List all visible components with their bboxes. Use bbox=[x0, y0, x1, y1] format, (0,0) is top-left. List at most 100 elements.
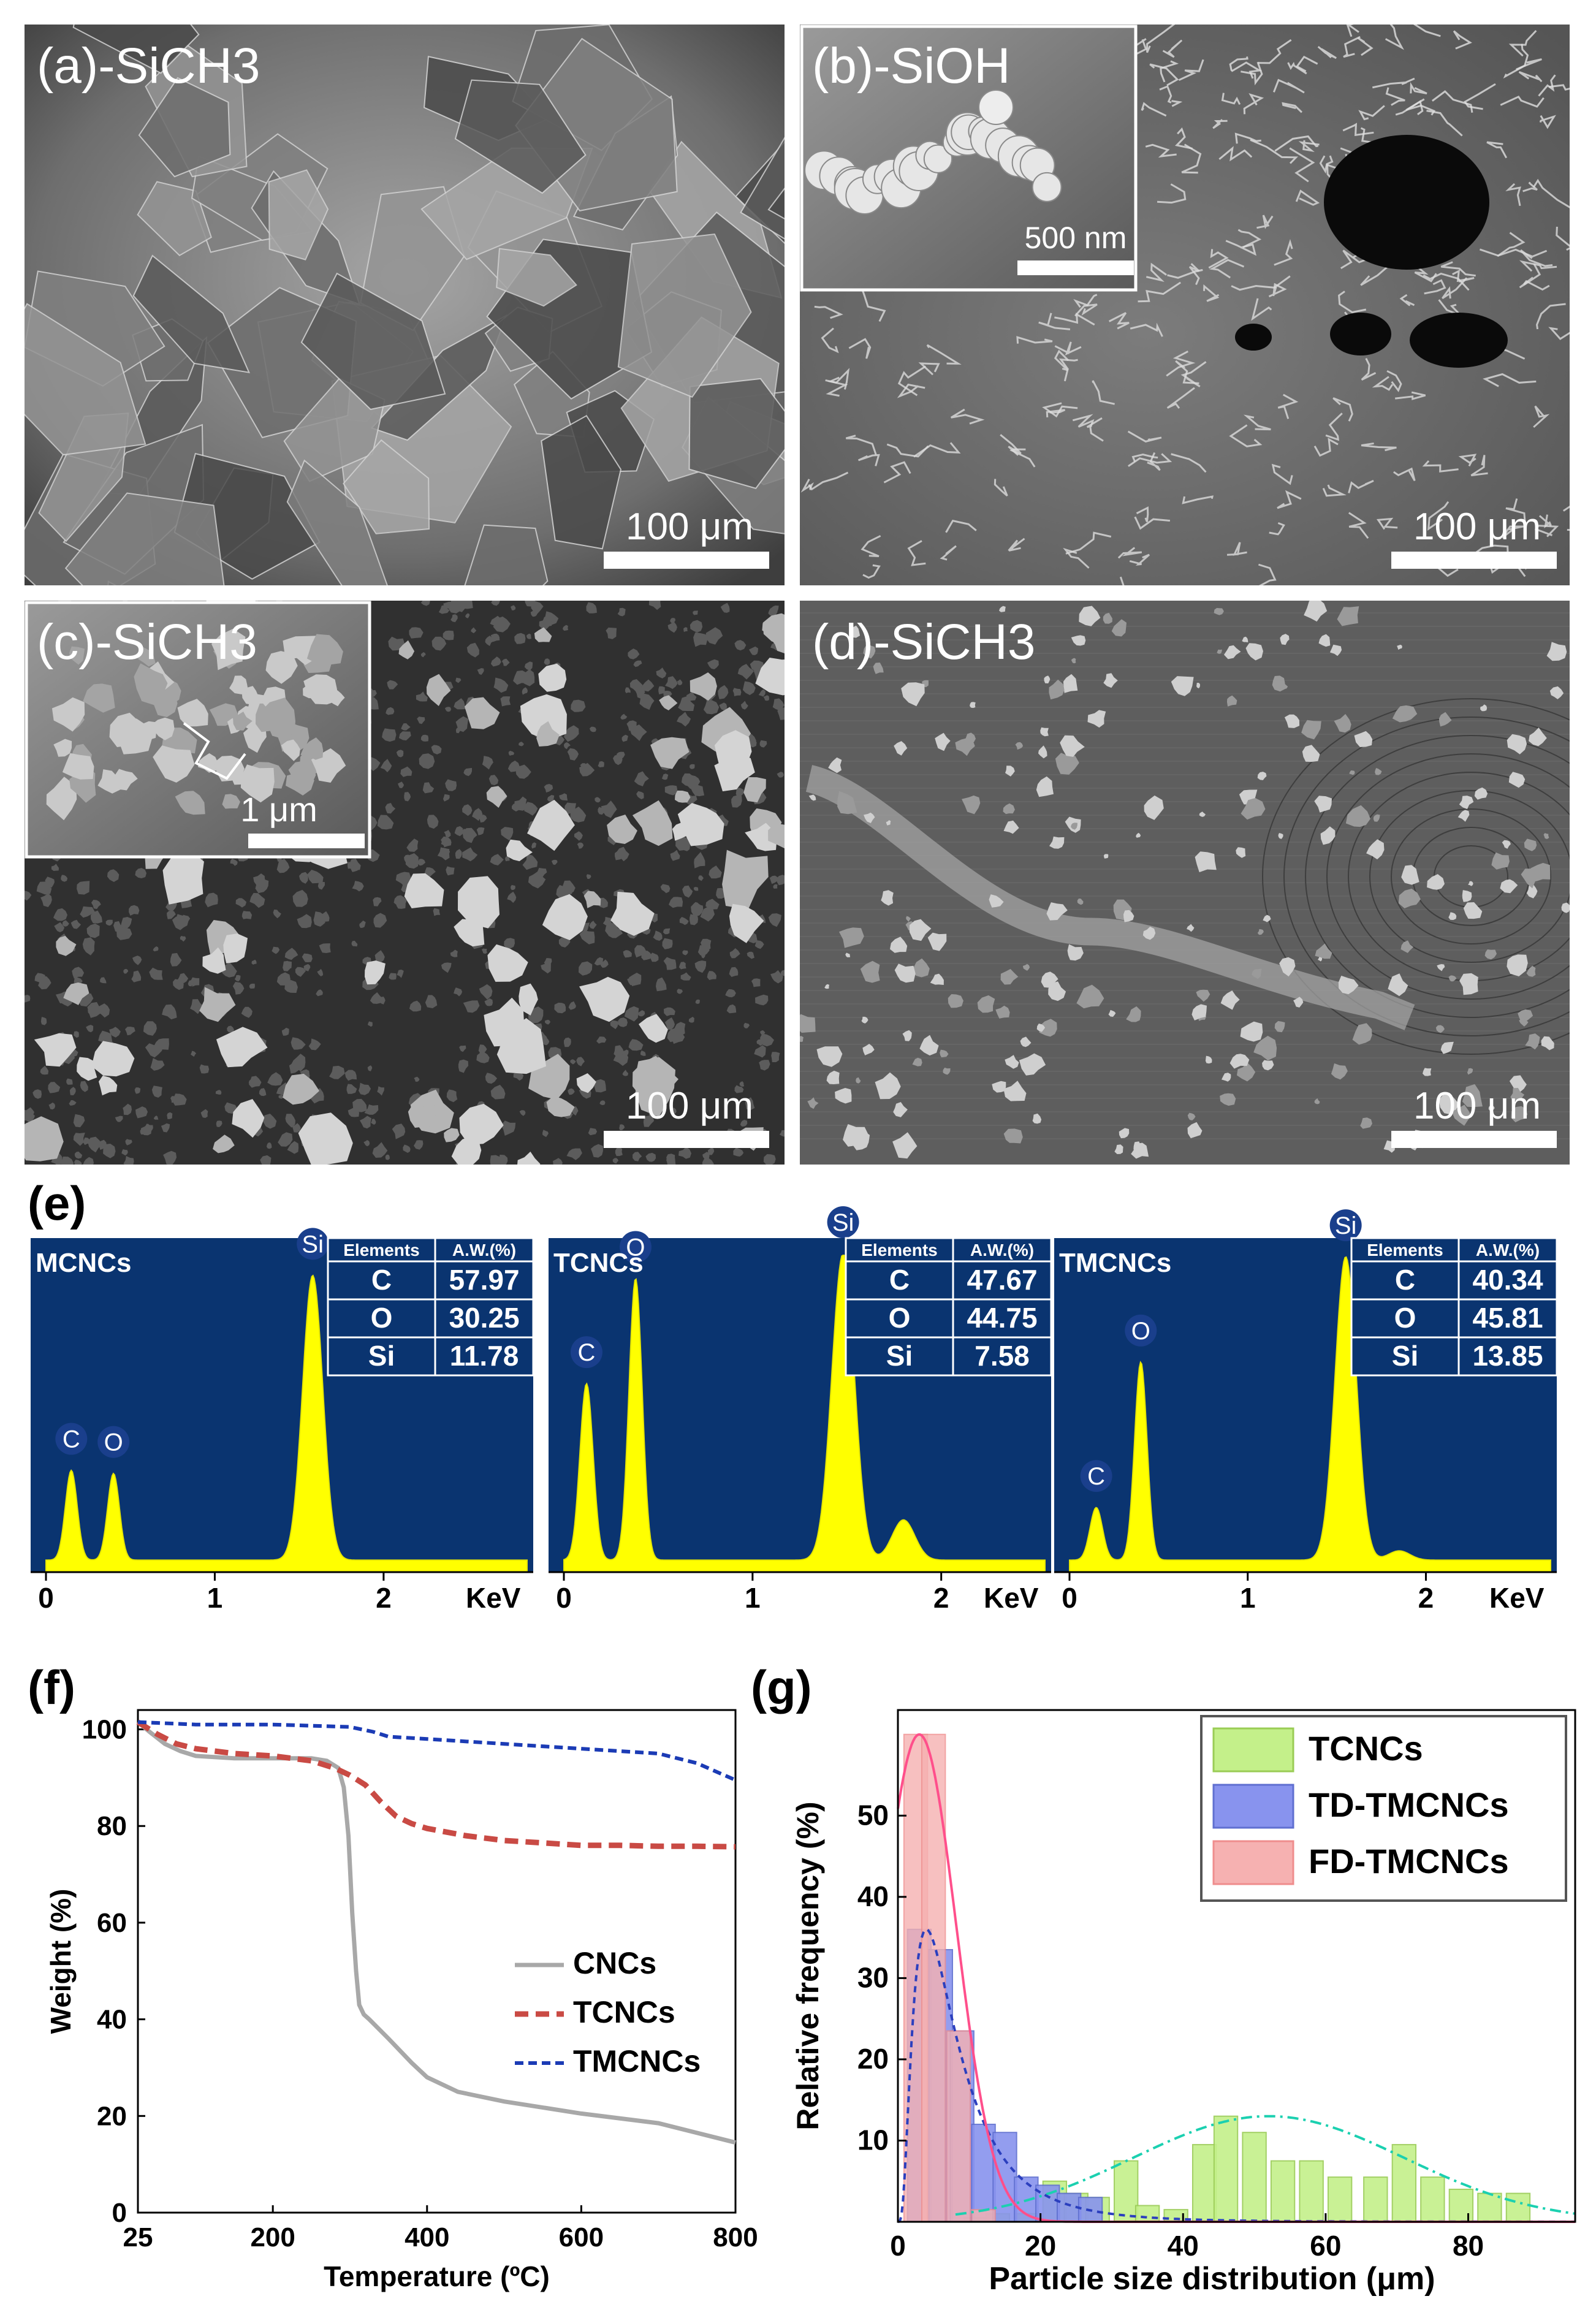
particle bbox=[249, 892, 265, 908]
particle bbox=[303, 963, 311, 971]
sheet-flake bbox=[541, 414, 622, 550]
particle bbox=[276, 859, 290, 873]
particle bbox=[385, 803, 396, 814]
crack-ring bbox=[1283, 716, 1570, 1036]
table-cell: C bbox=[889, 1264, 910, 1296]
particle bbox=[564, 802, 577, 815]
particle bbox=[1205, 1055, 1212, 1064]
particle bbox=[427, 815, 439, 829]
fiber-network bbox=[1129, 553, 1150, 566]
sheet-flake bbox=[459, 524, 549, 585]
particle bbox=[1397, 644, 1402, 650]
fiber-network bbox=[1372, 376, 1394, 391]
fiber-network bbox=[1313, 438, 1339, 457]
fiber-network bbox=[897, 365, 927, 397]
particle bbox=[344, 1070, 357, 1081]
inset-grain bbox=[134, 663, 168, 706]
particle bbox=[662, 938, 673, 949]
particle bbox=[491, 601, 500, 606]
particle bbox=[1451, 1104, 1472, 1126]
particle bbox=[606, 627, 617, 639]
fiber-network bbox=[1386, 370, 1402, 392]
fiber-network bbox=[1317, 45, 1337, 59]
fiber-network bbox=[1539, 115, 1556, 129]
particle bbox=[153, 946, 159, 952]
psd-plot-frame bbox=[897, 1709, 1576, 2223]
fiber-network bbox=[814, 305, 843, 319]
fiber-network bbox=[1178, 59, 1204, 82]
particle-aggregate bbox=[77, 1057, 97, 1081]
particle bbox=[404, 854, 412, 864]
eds-x-tick-label: 1 bbox=[1240, 1582, 1256, 1614]
particle bbox=[88, 1006, 97, 1015]
particle bbox=[420, 652, 426, 658]
particle bbox=[123, 1103, 132, 1115]
particle bbox=[450, 614, 458, 623]
particle bbox=[234, 975, 241, 982]
particle bbox=[551, 859, 558, 865]
particle bbox=[511, 605, 516, 610]
particle bbox=[61, 1157, 74, 1165]
fiber-network bbox=[1131, 453, 1158, 462]
inset-grain bbox=[303, 674, 339, 705]
particle bbox=[1119, 1128, 1130, 1139]
particle bbox=[177, 973, 189, 984]
fiber-network bbox=[1548, 84, 1570, 91]
particle bbox=[40, 1065, 49, 1075]
particle bbox=[541, 963, 551, 974]
particle bbox=[295, 967, 306, 977]
fiber-network bbox=[1146, 25, 1176, 53]
particle bbox=[680, 972, 691, 981]
particle bbox=[1039, 1019, 1057, 1037]
panel-b-label: (b)-SiOH bbox=[812, 38, 1010, 94]
fiber-network bbox=[1136, 506, 1149, 522]
particle bbox=[678, 1147, 691, 1159]
fiber-network bbox=[1074, 303, 1098, 317]
histogram-bar-fd-tmcncs bbox=[921, 1733, 946, 2223]
fiber-network bbox=[1338, 291, 1367, 314]
fiber-network bbox=[897, 383, 925, 398]
peak-label: C bbox=[1087, 1463, 1105, 1490]
inset-grain bbox=[288, 761, 316, 792]
fiber-network bbox=[1251, 298, 1272, 321]
fiber-network bbox=[1008, 538, 1025, 552]
particle bbox=[522, 854, 538, 870]
table-cell: 11.78 bbox=[450, 1340, 519, 1372]
particle-aggregate bbox=[546, 1096, 575, 1117]
particle bbox=[125, 1139, 132, 1146]
particle bbox=[943, 1067, 951, 1075]
particle bbox=[490, 615, 504, 626]
fiber-network bbox=[1469, 544, 1509, 559]
particle-aggregate bbox=[650, 737, 690, 769]
particle bbox=[640, 679, 655, 692]
particle bbox=[1301, 720, 1321, 740]
particle bbox=[901, 682, 925, 707]
histogram-bar-tcncs bbox=[1327, 2176, 1353, 2223]
psd-x-tick-label: 20 bbox=[1025, 2230, 1056, 2262]
particle bbox=[1067, 944, 1084, 961]
fiber-network bbox=[1272, 78, 1305, 94]
particle bbox=[364, 1104, 379, 1115]
fiber-network bbox=[1167, 269, 1203, 279]
fiber-network bbox=[1054, 349, 1070, 371]
particle-aggregate bbox=[451, 1136, 482, 1165]
panel-c-scale-label: 100 μm bbox=[626, 1085, 753, 1127]
particle-aggregate bbox=[527, 799, 575, 851]
particle bbox=[1337, 606, 1359, 626]
particle bbox=[695, 999, 700, 1004]
particle bbox=[373, 913, 387, 928]
particle bbox=[1195, 851, 1217, 873]
particle bbox=[773, 884, 778, 889]
particle bbox=[571, 699, 586, 712]
particle bbox=[501, 658, 510, 666]
particle bbox=[62, 920, 69, 927]
fiber-network bbox=[1548, 327, 1570, 340]
fiber-network bbox=[1348, 480, 1374, 493]
fiber-network bbox=[1166, 387, 1195, 409]
particle bbox=[113, 921, 123, 932]
particle bbox=[579, 961, 593, 976]
fiber-network bbox=[1385, 87, 1405, 106]
particle bbox=[638, 1010, 645, 1017]
eds-title: MCNCs bbox=[36, 1248, 131, 1278]
